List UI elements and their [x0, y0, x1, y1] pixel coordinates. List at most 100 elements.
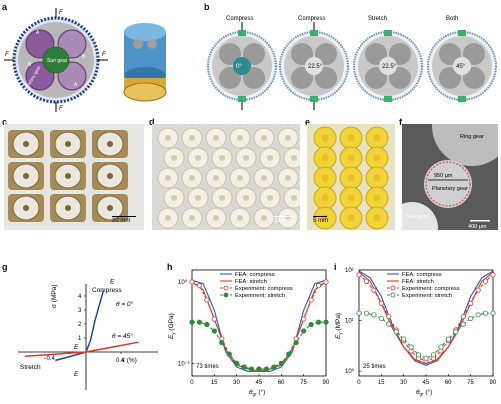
legend-entry-1: FEA: stretch	[235, 279, 267, 285]
lattice-hole-26	[189, 215, 195, 221]
x-axis-label: θgr (°)	[249, 388, 265, 397]
scale-label-f: 400 μm	[468, 224, 487, 230]
x-tick-label-0: 0	[357, 380, 361, 386]
yellow-hole-14	[347, 214, 355, 222]
y-axis-label: σ (MPa)	[51, 284, 58, 308]
data-point-3-18	[490, 310, 496, 316]
lattice-hole-17	[261, 175, 267, 181]
legend-entry-3: Experiment: stretch	[235, 293, 285, 299]
stress-strain-chart: 1 2 3 4 0.4 −0.4 Compress θ = 0° θ = 45° Stretch E…	[18, 278, 158, 390]
state-planet-1-1	[219, 43, 241, 65]
data-point-3-8	[248, 366, 255, 372]
data-point-3-9	[256, 366, 262, 372]
sun-gear-label-f: Sun gear	[406, 214, 428, 220]
data-point-2-3	[378, 300, 384, 306]
contact-bottom-1	[238, 96, 246, 102]
cylinder-hub-1	[23, 141, 29, 147]
data-point-3-6	[234, 360, 240, 366]
dimension-circle	[425, 161, 471, 207]
data-point-3-1	[196, 319, 203, 325]
yellow-hole-12	[373, 194, 381, 202]
y-axis-label: Ey (MPa)	[335, 313, 343, 339]
data-point-3-3	[211, 328, 217, 334]
x-tick-label-60: 60	[445, 380, 452, 386]
state-planet-4-3	[439, 67, 461, 89]
state-planet-2-3	[291, 67, 313, 89]
series-line-3	[359, 312, 493, 359]
x-tick-label-90: 90	[323, 380, 330, 386]
y-tick-label-4: 4	[78, 294, 82, 300]
lattice-hole-3	[213, 135, 219, 141]
x-tick-label-45: 45	[256, 380, 263, 386]
data-point-3-2	[204, 321, 210, 328]
lattice-hole-23	[267, 195, 273, 201]
data-point-3-11	[438, 344, 444, 350]
state-sun-1	[233, 57, 251, 75]
data-point-3-12	[445, 336, 451, 342]
lattice-hole-11	[267, 155, 273, 161]
data-point-3-13	[286, 351, 292, 357]
state-label-2: Compress	[298, 16, 325, 22]
panel-f-micrograph: Ring gear 950 μm Planetary gear Sun gear…	[402, 124, 498, 230]
panel-e-photo: 5 mm	[307, 124, 395, 230]
x-tick-label-60: 60	[278, 380, 285, 386]
y-tick-label-0: 10⁰	[178, 279, 188, 286]
angle-label-1: 0°	[236, 64, 242, 70]
lattice-hole-7	[171, 155, 177, 161]
data-point-2-4	[386, 313, 392, 320]
gear-bottom	[123, 82, 167, 102]
lattice-hole-8	[195, 155, 201, 161]
contact-top-2	[310, 30, 318, 36]
y-tick-label-1: 10¹	[345, 319, 354, 325]
data-point-2-0	[189, 279, 195, 285]
lattice-hole-1	[165, 135, 171, 141]
x-tick-label-neg: −0.4	[43, 356, 56, 362]
yellow-hole-3	[373, 134, 381, 142]
data-point-2-18	[323, 279, 329, 285]
x-axis-label: ε (%)	[122, 357, 137, 364]
data-point-3-0	[356, 310, 362, 316]
data-point-3-5	[226, 351, 232, 357]
contact-bottom-3	[384, 96, 392, 102]
angle-label-2: 22.5°	[308, 64, 323, 70]
yellow-hole-4	[321, 154, 329, 162]
lattice-hole-13	[165, 175, 171, 181]
legend-marker-2	[390, 285, 396, 291]
scale-label-e: 5 mm	[313, 218, 328, 224]
data-point-3-14	[293, 339, 299, 346]
y-tick-label-2: 10²	[345, 268, 354, 274]
sun-gear-shape	[402, 202, 438, 230]
data-point-3-7	[241, 364, 247, 370]
panel-label-h: h	[167, 262, 173, 272]
panel-i-chart: 0 15 30 45 60 75 90 10⁰ 10¹ 10² FEA: compress FEA: …	[333, 264, 499, 402]
state-planet-3-2	[389, 43, 411, 65]
data-point-3-9	[423, 355, 429, 361]
lattice-hole-25	[165, 215, 171, 221]
lattice-hole-10	[243, 155, 249, 161]
contact-top-4	[458, 30, 466, 36]
scale-bar-e: 5 mm	[313, 215, 328, 224]
data-point-3-2	[371, 312, 377, 318]
annotation-ey-bottom: E	[74, 371, 79, 378]
x-tick-label-0.4: 0.4	[116, 358, 125, 364]
x-axis-label: θgr (°)	[416, 388, 432, 397]
modulus-mpa-chart: 0 15 30 45 60 75 90 10⁰ 10¹ 10² FEA: compressFEA: …	[335, 268, 497, 397]
legend-entry-1: FEA: stretch	[402, 279, 434, 285]
gear-array-photo	[8, 130, 128, 222]
state-label-4: Both	[446, 16, 458, 22]
yellow-lattice-photo	[313, 126, 389, 230]
y-tick-label--1: 10⁻¹	[178, 361, 190, 367]
lattice-hole-15	[213, 175, 219, 181]
deformation-states: Compress Compress Stretch Both 0° 22.5° 22…	[207, 16, 497, 110]
data-point-3-8	[415, 352, 422, 358]
cylinder-hub-4	[23, 173, 29, 179]
data-point-2-2	[371, 287, 377, 293]
annotation-theta-45: θ = 45°	[112, 332, 133, 340]
state-planet-1-4	[243, 67, 265, 89]
cylinder-top	[124, 23, 166, 41]
sun-gear-label: Sun gear	[47, 58, 68, 64]
letter-b1: B	[28, 62, 32, 68]
panel-label-i: i	[334, 262, 337, 272]
x-tick-label-30: 30	[233, 380, 240, 386]
